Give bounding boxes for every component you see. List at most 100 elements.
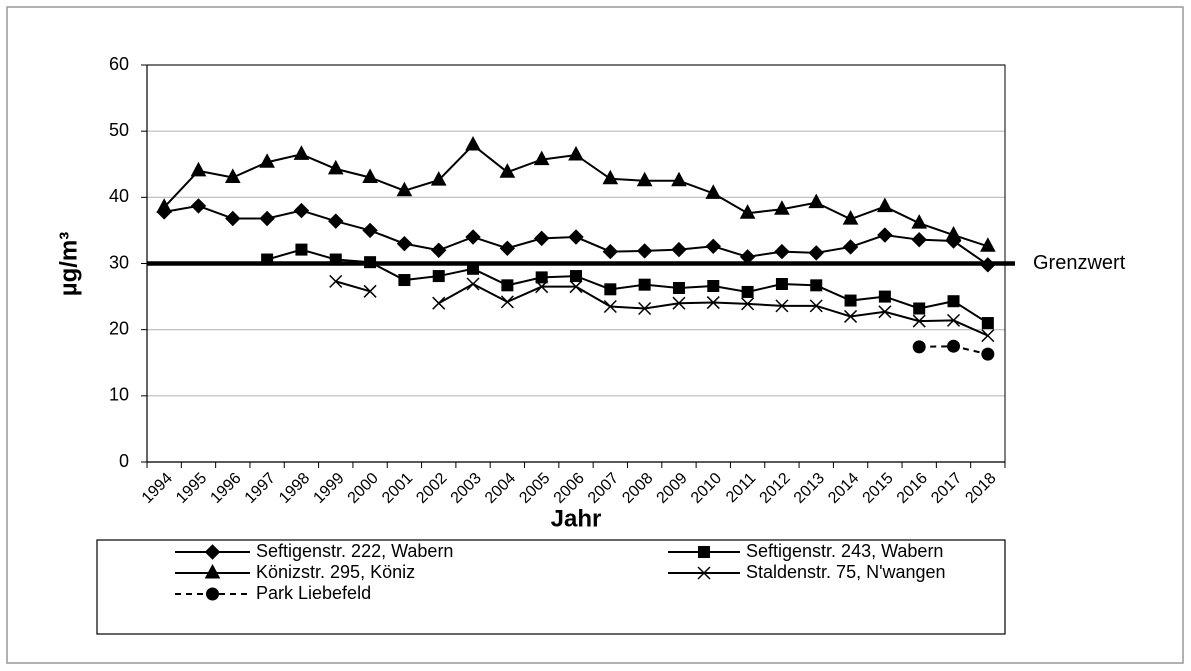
- marker: [913, 302, 926, 315]
- y-tick-label: 40: [109, 186, 129, 206]
- marker: [293, 145, 310, 160]
- marker: [398, 274, 411, 287]
- marker: [430, 171, 447, 186]
- marker: [259, 153, 275, 168]
- y-tick-label: 10: [109, 385, 129, 405]
- legend-marker: [204, 563, 221, 579]
- marker: [741, 285, 754, 298]
- marker: [672, 281, 685, 294]
- legend-label: Seftigenstr. 243, Wabern: [746, 541, 943, 561]
- marker: [568, 145, 584, 161]
- marker: [535, 280, 549, 294]
- marker: [604, 283, 617, 296]
- marker: [844, 294, 857, 307]
- legend-label: Seftigenstr. 222, Wabern: [256, 541, 453, 561]
- marker: [774, 243, 790, 260]
- marker: [672, 296, 686, 310]
- legend-marker: [698, 546, 710, 558]
- legend-marker: [697, 566, 711, 580]
- marker: [327, 159, 344, 175]
- marker: [465, 136, 481, 151]
- marker: [602, 243, 619, 260]
- marker: [912, 340, 926, 354]
- legend-label: Könizstr. 295, Köniz: [256, 562, 415, 582]
- marker: [810, 279, 823, 292]
- marker: [980, 237, 996, 252]
- marker: [844, 309, 858, 323]
- marker: [224, 168, 241, 183]
- y-tick-label: 0: [119, 451, 129, 471]
- marker: [569, 280, 583, 294]
- marker: [638, 278, 651, 291]
- marker: [363, 284, 377, 298]
- marker: [705, 184, 722, 199]
- marker: [842, 210, 859, 225]
- marker: [671, 241, 687, 258]
- marker: [396, 181, 413, 197]
- marker: [945, 225, 962, 241]
- marker: [911, 231, 927, 248]
- marker: [259, 210, 275, 227]
- marker: [981, 347, 995, 361]
- y-tick-label: 50: [109, 120, 129, 140]
- marker: [329, 253, 342, 266]
- limit-label: Grenzwert: [1033, 252, 1126, 274]
- marker: [877, 227, 893, 243]
- marker: [431, 242, 447, 258]
- marker: [775, 278, 788, 291]
- marker: [705, 238, 721, 255]
- marker: [362, 222, 378, 239]
- marker: [707, 279, 720, 292]
- marker: [911, 214, 928, 229]
- marker: [570, 270, 582, 283]
- marker: [432, 296, 446, 310]
- marker: [568, 229, 584, 245]
- marker: [261, 253, 274, 266]
- marker: [842, 239, 859, 255]
- marker: [328, 213, 344, 229]
- legend-marker: [204, 544, 221, 560]
- marker: [808, 245, 824, 261]
- legend-marker: [206, 587, 219, 601]
- marker: [878, 290, 891, 303]
- marker: [499, 240, 516, 256]
- y-tick-label: 30: [109, 252, 129, 272]
- marker: [364, 256, 377, 269]
- marker: [775, 299, 789, 313]
- marker: [636, 243, 653, 259]
- marker: [636, 171, 653, 187]
- marker: [500, 295, 514, 309]
- marker: [638, 301, 652, 316]
- marker: [981, 329, 995, 343]
- marker: [501, 279, 514, 292]
- marker: [362, 168, 378, 183]
- marker: [741, 297, 755, 311]
- marker: [295, 243, 308, 256]
- marker: [706, 296, 720, 310]
- series-line: [266, 248, 989, 324]
- marker: [947, 295, 960, 308]
- marker: [533, 230, 550, 247]
- marker: [156, 198, 172, 213]
- marker: [808, 193, 825, 209]
- marker: [602, 169, 619, 185]
- marker: [877, 197, 893, 213]
- marker: [293, 202, 310, 219]
- marker: [467, 262, 480, 275]
- y-axis-title: µg/m³: [55, 232, 82, 297]
- marker: [809, 299, 823, 313]
- marker: [190, 198, 207, 214]
- marker: [739, 204, 756, 219]
- x-axis-title: Jahr: [551, 505, 602, 532]
- marker: [432, 270, 445, 283]
- marker: [535, 271, 548, 284]
- marker: [329, 274, 343, 288]
- marker: [603, 299, 617, 314]
- marker: [739, 249, 756, 265]
- marker: [980, 257, 996, 273]
- marker: [225, 210, 241, 227]
- legend-box: [96, 539, 1006, 635]
- marker: [190, 161, 207, 177]
- marker: [912, 314, 926, 328]
